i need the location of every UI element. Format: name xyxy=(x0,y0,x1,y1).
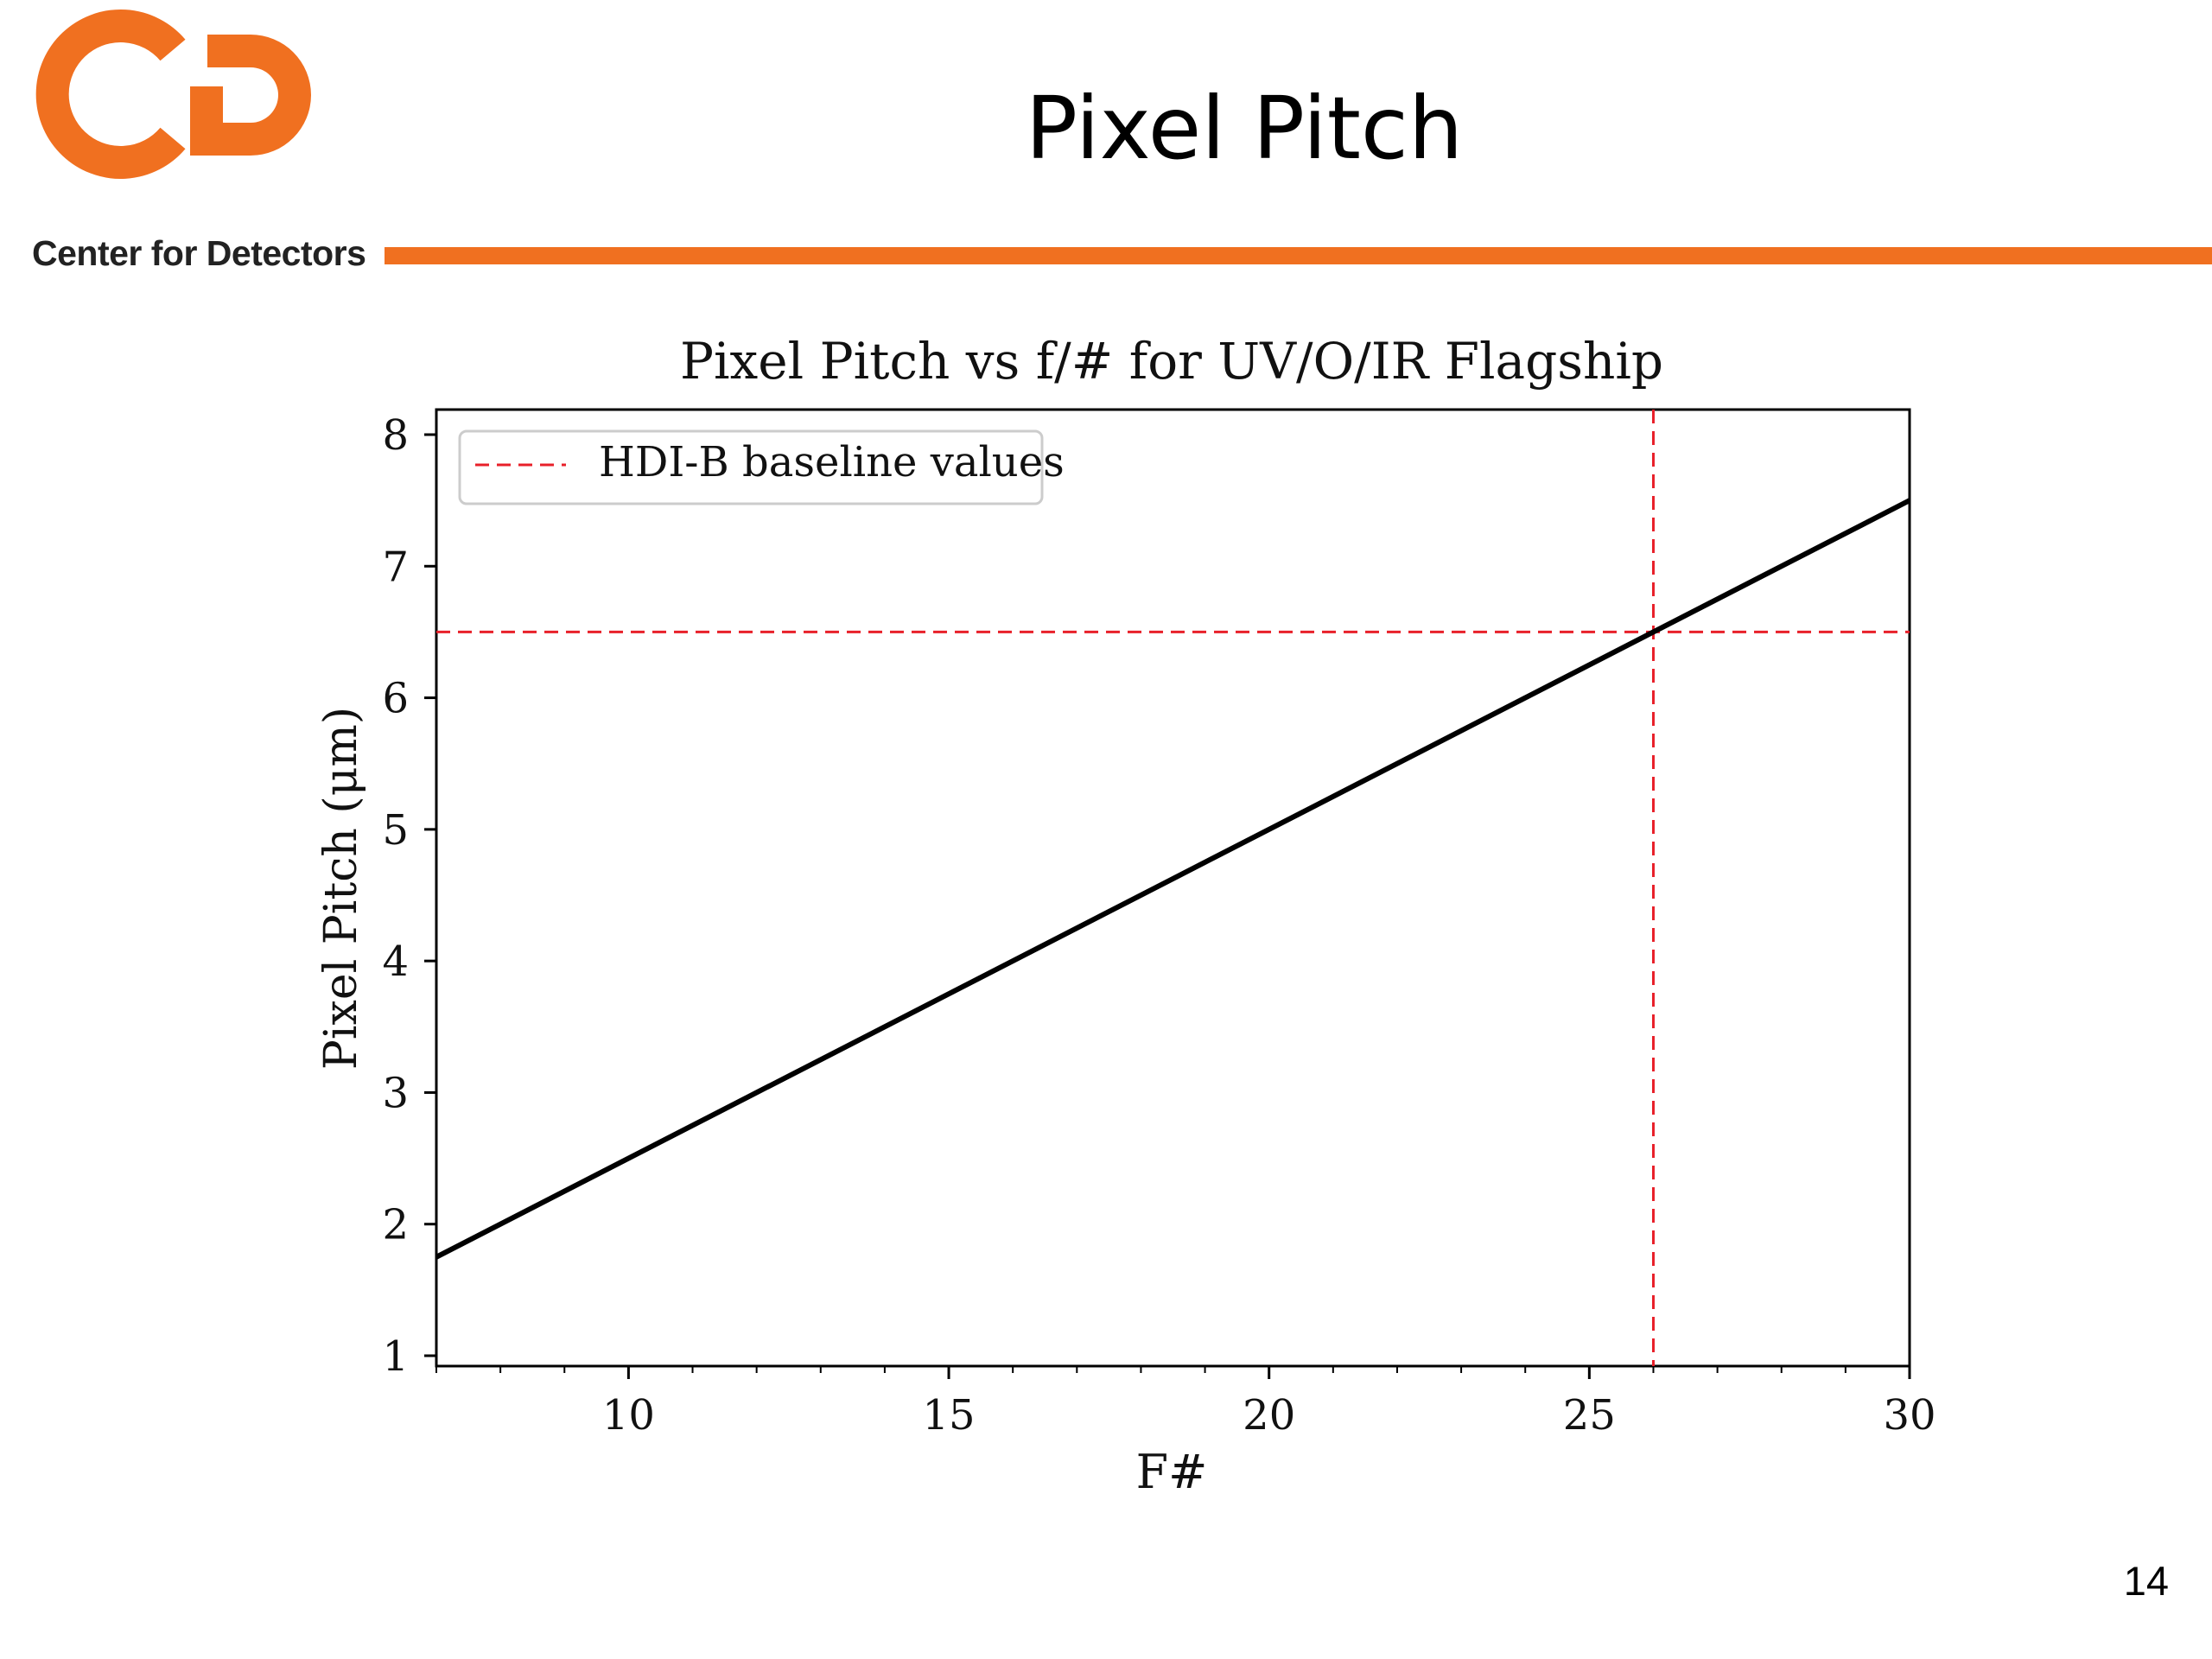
x-axis-ticks: 10 15 20 25 30 xyxy=(435,1366,1936,1440)
x-tick-label: 30 xyxy=(1883,1391,1936,1440)
y-tick-label: 1 xyxy=(382,1332,409,1381)
series-layer xyxy=(435,498,1911,1260)
x-tick-label: 20 xyxy=(1243,1391,1295,1440)
y-tick-label: 7 xyxy=(382,543,409,591)
logo-d-shape xyxy=(190,35,311,156)
x-tick-label: 15 xyxy=(923,1391,976,1440)
slide-title: Pixel Pitch xyxy=(1025,78,1464,179)
y-tick-label: 4 xyxy=(382,938,409,986)
header-rule xyxy=(385,247,2212,264)
legend: HDI-B baseline values xyxy=(458,429,1065,505)
legend-label: HDI-B baseline values xyxy=(599,438,1065,486)
pixel-pitch-series-line xyxy=(435,498,1911,1260)
logo-caption: Center for Detectors xyxy=(32,233,366,273)
center-for-detectors-logo xyxy=(35,10,311,179)
y-tick-label: 5 xyxy=(382,806,409,855)
logo-c-shape xyxy=(35,10,186,179)
y-tick-label: 8 xyxy=(382,411,409,460)
y-tick-label: 6 xyxy=(382,675,409,723)
y-axis-ticks: 1 2 3 4 5 6 7 8 xyxy=(382,411,436,1381)
plot-frame xyxy=(435,408,1911,1368)
x-tick-label: 10 xyxy=(602,1391,655,1440)
chart-title: Pixel Pitch vs f/# for UV/O/IR Flagship xyxy=(680,332,1663,391)
page-number: 14 xyxy=(2123,1558,2169,1604)
y-tick-label: 2 xyxy=(382,1201,409,1249)
x-axis-label: F# xyxy=(1136,1445,1208,1499)
y-axis-label: Pixel Pitch (μm) xyxy=(315,707,367,1070)
x-tick-label: 25 xyxy=(1563,1391,1616,1440)
y-tick-label: 3 xyxy=(382,1069,409,1117)
legend-box xyxy=(458,429,1044,505)
